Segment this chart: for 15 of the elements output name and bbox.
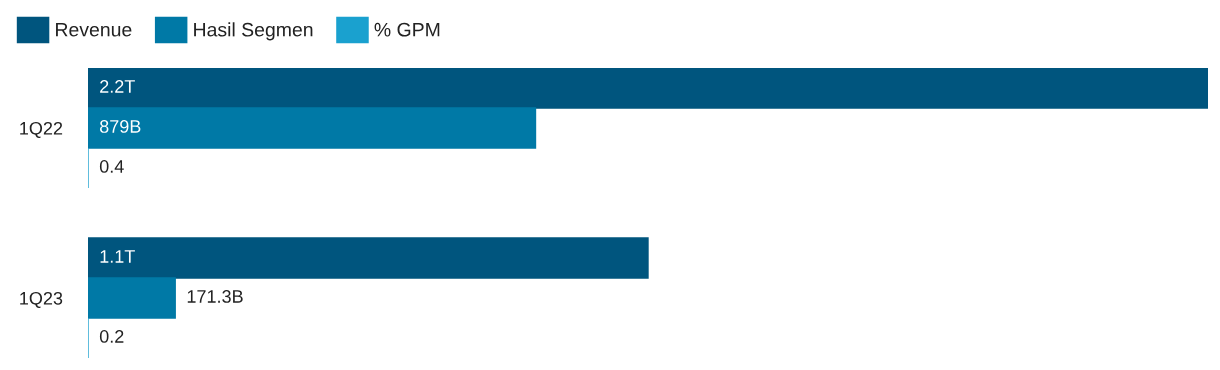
data-label: 0.2: [99, 330, 124, 343]
legend-label: % GPM: [374, 22, 440, 37]
bar: [88, 277, 176, 319]
legend-label: Revenue: [56, 22, 132, 37]
bar: [88, 68, 1208, 109]
data-label: 1.1T: [100, 250, 135, 263]
data-label: 171.3B: [187, 290, 243, 303]
data-label: 0.4: [99, 160, 124, 173]
y-tick-label: 1Q22: [20, 121, 63, 138]
bar: [88, 107, 537, 149]
data-label: 2.2T: [100, 80, 135, 93]
bar: [88, 237, 649, 279]
y-tick-label: 1Q23: [20, 291, 63, 308]
legend-label: Hasil Segmen: [194, 22, 313, 41]
data-label: 879B: [99, 120, 141, 133]
